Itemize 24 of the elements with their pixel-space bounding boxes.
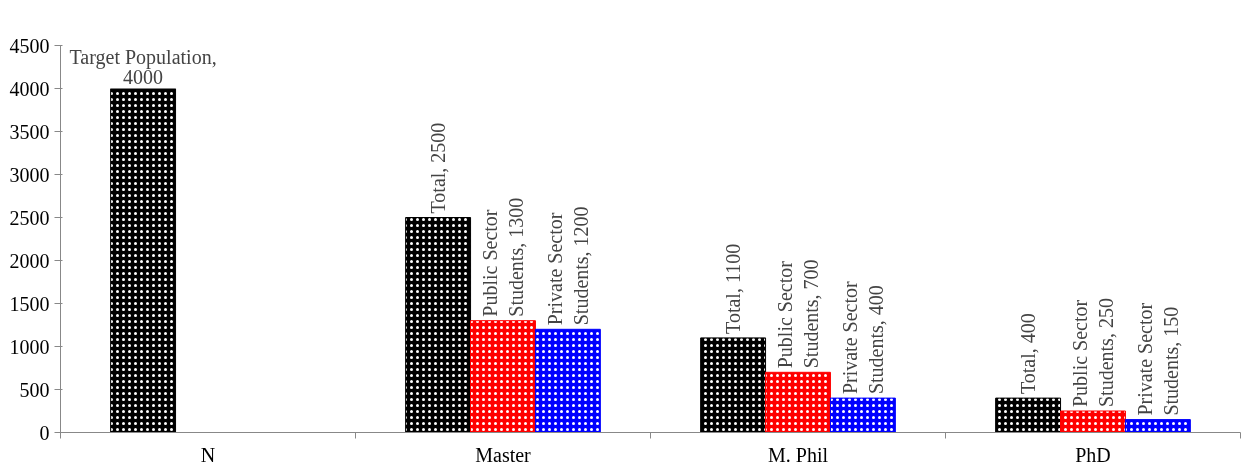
y-tick-label: 0	[39, 421, 50, 444]
data-label: Total, 1100	[722, 243, 745, 334]
data-label: Public Sector Students, 1300	[478, 197, 528, 317]
y-tick-label: 1500	[9, 292, 50, 315]
y-tick-label: 500	[19, 378, 50, 401]
y-tick-label: 1000	[9, 335, 50, 358]
y-tick-label: 4000	[9, 77, 50, 100]
data-label: Total, 400	[1017, 313, 1040, 395]
data-label: Public Sector Students, 250	[1068, 298, 1118, 407]
x-tick-label: N	[200, 443, 216, 466]
x-tick-label: Master	[475, 443, 532, 466]
y-tick-label: 4500	[9, 34, 50, 57]
data-label: Private Sector Students, 1200	[543, 206, 593, 326]
data-label: Total, 2500	[427, 122, 450, 214]
y-tick-label: 3000	[9, 163, 50, 186]
data-label: Private Sector Students, 150	[1133, 302, 1183, 416]
y-tick-label: 3500	[9, 120, 50, 143]
data-label: Public Sector Students, 700	[773, 259, 823, 369]
x-tick-label: M. Phil	[767, 443, 829, 466]
data-label: Target Population, 4000	[69, 45, 217, 89]
data-label: Private Sector Students, 400	[838, 281, 888, 395]
y-tick-label: 2500	[9, 206, 50, 229]
x-tick-label: PhD	[1075, 443, 1111, 466]
y-tick-label: 2000	[9, 249, 50, 272]
